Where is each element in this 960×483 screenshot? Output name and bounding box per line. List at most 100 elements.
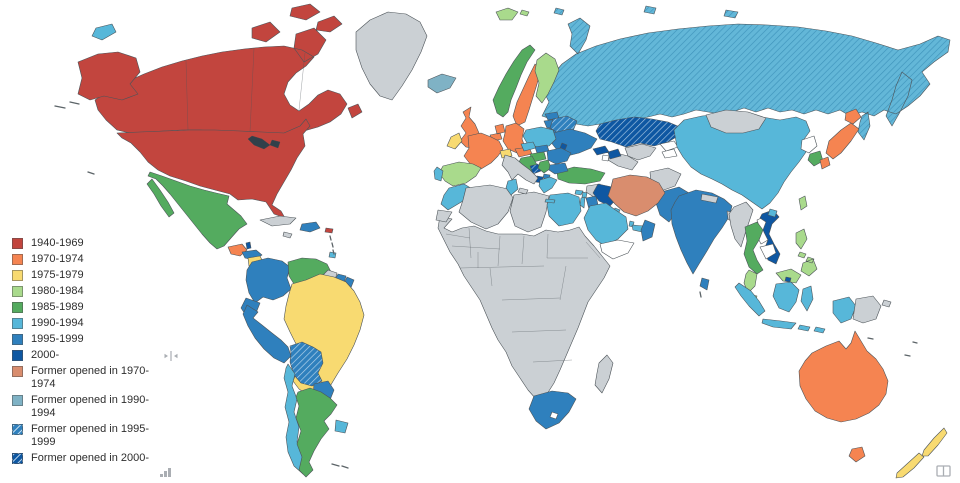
- legend-label: 1995-1999: [31, 332, 84, 345]
- legend-label: 1980-1984: [31, 284, 84, 297]
- country-wrangel-island: [91, 23, 117, 41]
- country-cuba: [259, 215, 297, 227]
- legend-item: 1940-1969: [12, 237, 184, 250]
- legend-item: 1995-1999: [12, 333, 184, 346]
- country-colombia: [245, 257, 292, 304]
- country-egypt: [546, 192, 582, 227]
- legend-label: 1990-1994: [31, 316, 84, 329]
- country-africa: [437, 215, 611, 400]
- country-russia: [539, 5, 951, 141]
- country-canada: [94, 3, 363, 135]
- legend-item: Former opened in 1995-1999: [12, 423, 184, 449]
- country-madagascar: [594, 354, 614, 394]
- legend-swatch: [12, 269, 23, 281]
- country-indonesia: [734, 281, 857, 334]
- legend-item: 1970-1974: [12, 253, 184, 266]
- country-italy: [501, 154, 539, 195]
- legend-swatch: [12, 394, 23, 406]
- legend-swatch: [12, 238, 23, 249]
- country-north-korea: [800, 135, 818, 154]
- country-papua-new-guinea: [852, 295, 892, 324]
- country-sri-lanka: [699, 277, 710, 291]
- country-portugal: [433, 166, 444, 182]
- country-saudi-arabia: [583, 202, 629, 247]
- country-serbia: [537, 159, 552, 174]
- legend-label: 1975-1979: [31, 268, 84, 281]
- country-spain: [438, 161, 482, 187]
- small-islands: [54, 101, 918, 469]
- legend-item: 1990-1994: [12, 317, 184, 330]
- country-nepal: [700, 193, 719, 204]
- country-puerto-rico: [324, 227, 334, 234]
- country-tunisia: [505, 178, 519, 196]
- legend-swatch: [12, 253, 23, 265]
- country-philippines: [795, 228, 818, 277]
- legend-label: Former opened in 1990-1994: [31, 393, 150, 419]
- country-czechia: [520, 141, 537, 152]
- country-belize: [245, 241, 252, 250]
- legend-label: Former opened in 2000-: [31, 451, 150, 464]
- legend-item: Former opened in 1970-1974: [12, 365, 184, 391]
- chart-bars-icon[interactable]: [160, 464, 172, 482]
- legend-label: 1940-1969: [31, 237, 84, 249]
- country-myanmar: [728, 201, 754, 248]
- country-thailand: [743, 221, 764, 275]
- country-romania: [546, 147, 572, 165]
- legend-swatch: [12, 365, 23, 377]
- country-south-korea: [807, 150, 824, 167]
- country-greenland: [355, 11, 428, 101]
- africa-internal-borders: [445, 227, 601, 363]
- great-lakes: [247, 135, 281, 150]
- legend-swatch: [12, 301, 23, 313]
- country-svalbard: [495, 7, 530, 21]
- country-france: [463, 132, 504, 170]
- country-switzerland: [499, 148, 513, 159]
- legend-swatch: [12, 285, 23, 297]
- country-argentina: [295, 387, 338, 478]
- country-india: [670, 189, 733, 275]
- country-cambodia: [759, 243, 777, 260]
- country-bulgaria: [548, 162, 569, 175]
- country-turkey: [556, 166, 606, 185]
- legend-label: 1985-1989: [31, 300, 84, 313]
- country-trinidad: [328, 251, 337, 259]
- legend-swatch: [12, 349, 23, 361]
- country-taiwan: [798, 195, 808, 211]
- country-hispaniola: [299, 221, 321, 233]
- country-lesotho: [549, 411, 559, 420]
- country-uruguay: [334, 419, 349, 434]
- country-oman: [640, 219, 656, 242]
- country-norway: [492, 44, 536, 118]
- legend-item: 1980-1984: [12, 285, 184, 298]
- legend-label: Former opened in 1970-1974: [31, 364, 150, 390]
- country-australia: [798, 330, 889, 423]
- country-bolivia: [289, 341, 324, 387]
- country-usa: [77, 51, 311, 219]
- country-ireland: [446, 132, 463, 150]
- table-view-icon[interactable]: [936, 464, 951, 482]
- country-finland: [534, 52, 560, 104]
- country-mexico: [146, 171, 248, 250]
- canada-internal-borders: [185, 47, 306, 133]
- country-hainan: [767, 208, 778, 218]
- legend-item: 1975-1979: [12, 269, 184, 282]
- country-brunei: [784, 276, 792, 283]
- country-peru: [242, 304, 292, 364]
- country-iran: [607, 174, 666, 217]
- legend-label: 2000-: [31, 348, 60, 361]
- legend-item: 1985-1989: [12, 301, 184, 314]
- country-yemen: [599, 239, 635, 260]
- legend-item: 2000-: [12, 349, 184, 362]
- country-jamaica: [282, 231, 293, 239]
- country-western-sahara: [435, 209, 453, 223]
- legend-label: 1970-1974: [31, 252, 84, 265]
- legend-label: Former opened in 1995-1999: [31, 422, 150, 448]
- country-israel: [579, 196, 586, 209]
- country-cyprus: [574, 189, 584, 196]
- resize-handle-icon[interactable]: [163, 349, 179, 367]
- country-tasmania: [848, 446, 866, 463]
- country-iceland: [427, 73, 457, 94]
- country-japan: [819, 108, 862, 170]
